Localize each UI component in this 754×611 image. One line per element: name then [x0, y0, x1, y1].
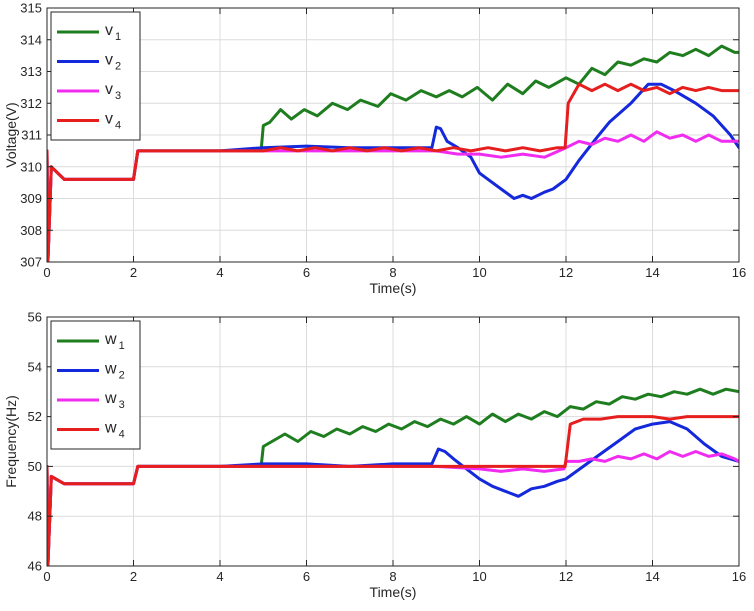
x-tick-label: 0: [43, 265, 50, 280]
y-tick-label: 311: [21, 128, 42, 143]
x-tick-label: 12: [559, 569, 573, 584]
legend: v 1 v 2 v 3 v 4: [50, 11, 141, 141]
y-tick-label: 52: [28, 409, 42, 424]
x-tick-label: 0: [43, 569, 50, 584]
y-axis-label: Frequency(Hz): [3, 395, 19, 488]
y-tick-label: 46: [28, 559, 42, 574]
y-tick-label: 308: [20, 223, 42, 238]
y-tick-label: 54: [28, 359, 42, 374]
y-tick-label: 309: [20, 191, 42, 206]
x-axis-label: Time(s): [370, 584, 417, 600]
y-tick-label: 48: [28, 509, 42, 524]
x-tick-label: 6: [303, 569, 310, 584]
series-line-w4: [47, 415, 739, 566]
x-tick-label: 8: [389, 569, 396, 584]
y-tick-label: 307: [20, 255, 42, 270]
y-tick-label: 314: [20, 32, 42, 47]
frequency-chart-panel: 0 2 4 6 8 10 12 14 16464850525456Time(s)Frequenc…: [3, 310, 746, 601]
x-axis-label: Time(s): [370, 280, 417, 296]
x-tick-label: 16: [732, 265, 746, 280]
x-tick-label: 8: [389, 265, 396, 280]
legend: w 1 w 2 w 3 w 4: [50, 320, 141, 450]
x-tick-label: 10: [472, 265, 486, 280]
voltage-chart-panel: 0 2 4 6 8 10 12 14 16 307 308 309 310 311 312 313 314 315…: [3, 1, 746, 297]
y-tick-label: 56: [28, 310, 42, 325]
x-tick-label: 4: [216, 265, 223, 280]
x-tick-label: 14: [645, 265, 659, 280]
y-axis-label: Voltage(V): [3, 102, 19, 167]
x-tick-label: 14: [645, 569, 659, 584]
x-tick-label: 6: [303, 265, 310, 280]
x-tick-label: 2: [130, 265, 137, 280]
y-tick-label: 310: [20, 159, 42, 174]
x-tick-label: 10: [472, 569, 486, 584]
x-tick-label: 16: [732, 569, 746, 584]
series-group: [47, 387, 739, 566]
y-tick-label: 313: [20, 64, 42, 79]
series-line-v4: [47, 82, 739, 262]
x-tick-label: 4: [216, 569, 223, 584]
series-group: [47, 44, 739, 262]
x-tick-label: 12: [559, 265, 573, 280]
y-tick-label: 312: [20, 96, 42, 111]
x-tick-label: 2: [130, 569, 137, 584]
y-tick-label: 315: [20, 1, 42, 16]
y-tick-label: 50: [28, 459, 42, 474]
